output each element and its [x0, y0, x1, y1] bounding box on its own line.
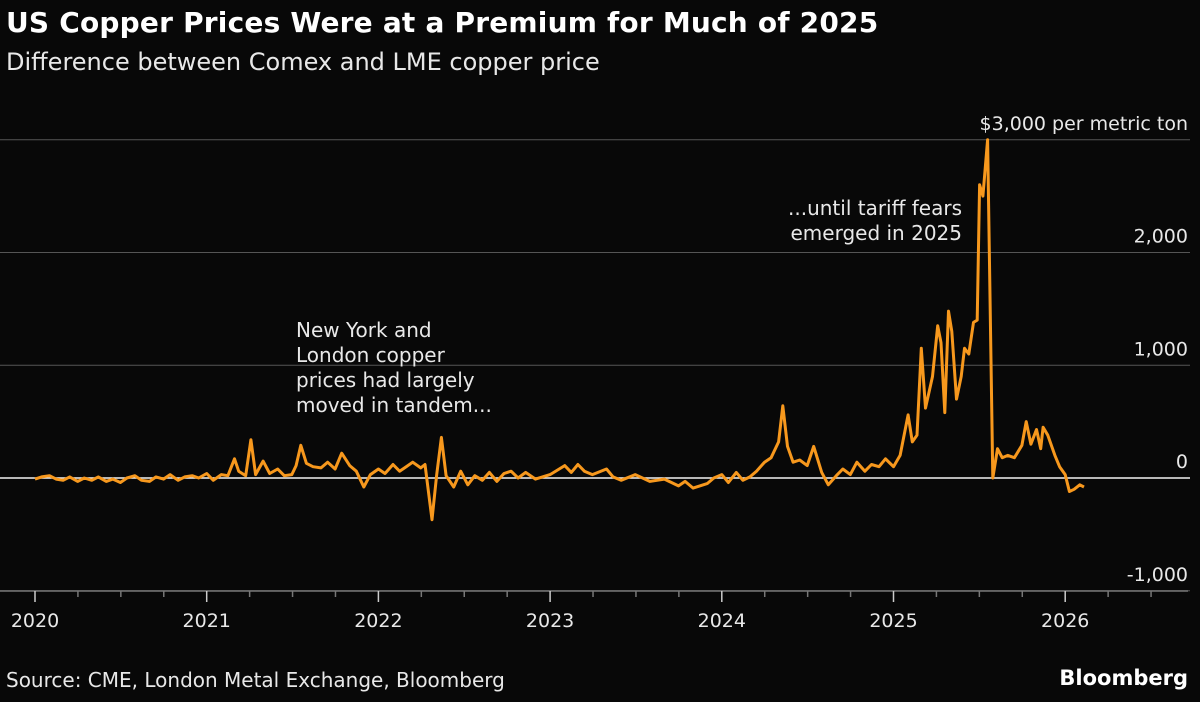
- bloomberg-logo: Bloomberg: [1059, 666, 1188, 690]
- x-tick-label: 2025: [869, 610, 917, 632]
- source-note: Source: CME, London Metal Exchange, Bloo…: [6, 668, 505, 692]
- x-tick-label: 2026: [1041, 610, 1089, 632]
- y-tick-label: -1,000: [1127, 564, 1188, 586]
- x-tick-label: 2021: [183, 610, 231, 632]
- y-tick-label: 2,000: [1134, 226, 1188, 248]
- y-tick-label: $3,000 per metric ton: [980, 113, 1188, 135]
- annotation-text: ...until tariff fears: [788, 196, 962, 220]
- annotation-text: moved in tandem...: [296, 393, 492, 417]
- x-tick-label: 2024: [698, 610, 746, 632]
- x-tick-label: 2020: [11, 610, 59, 632]
- annotation-text: prices had largely: [296, 368, 475, 392]
- x-tick-label: 2023: [526, 610, 574, 632]
- annotation-text: emerged in 2025: [790, 221, 962, 245]
- price-difference-line: [34, 138, 1085, 522]
- annotation-text: London copper: [296, 343, 446, 367]
- x-tick-label: 2022: [354, 610, 402, 632]
- chart-subtitle: Difference between Comex and LME copper …: [6, 48, 600, 76]
- annotation-text: New York and: [296, 318, 432, 342]
- chart-title: US Copper Prices Were at a Premium for M…: [6, 6, 879, 39]
- y-tick-label: 0: [1176, 451, 1188, 473]
- y-tick-label: 1,000: [1134, 338, 1188, 360]
